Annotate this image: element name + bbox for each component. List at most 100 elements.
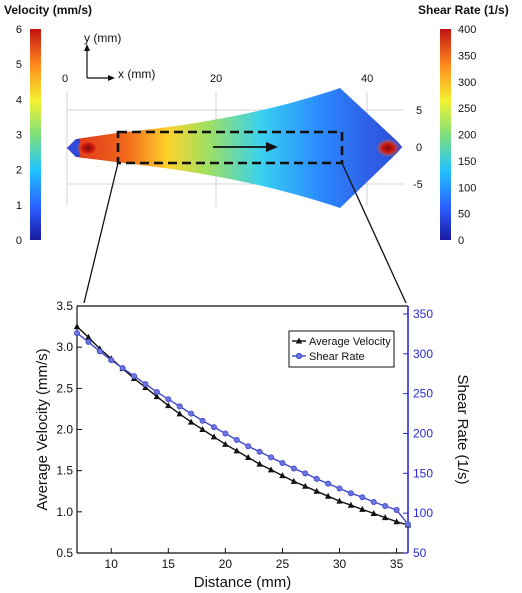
y-right-tick-label: 150 xyxy=(413,466,433,480)
velocity-point xyxy=(245,453,252,460)
velocity-point xyxy=(73,323,81,330)
velocity-point xyxy=(256,460,263,467)
shear-point xyxy=(85,338,92,345)
velocity-point xyxy=(187,418,195,425)
velocity-point xyxy=(176,410,183,417)
velocity-point xyxy=(370,509,377,516)
x-tick-label: 10 xyxy=(105,557,119,571)
shear-colorbar-title: Shear Rate (1/s) xyxy=(418,3,509,17)
shear-point xyxy=(222,430,229,437)
top-x-tick-20: 20 xyxy=(210,73,222,85)
y-right-tick-label: 50 xyxy=(413,546,427,560)
velocity-point xyxy=(336,497,343,504)
velocity-point xyxy=(359,505,366,512)
shear-point xyxy=(302,470,309,477)
shear-point xyxy=(233,436,240,443)
velocity-point xyxy=(267,466,275,473)
shear-colorbar xyxy=(440,29,451,240)
shear-point xyxy=(404,521,411,528)
y-right-tick-label: 100 xyxy=(413,506,433,520)
x-tick-label: 35 xyxy=(390,557,404,571)
shear-colorbar-tick: 100 xyxy=(458,182,476,194)
shear-point xyxy=(165,396,172,403)
velocity-colorbar-ticks: 0 1 2 3 4 5 6 xyxy=(16,24,22,247)
velocity-point xyxy=(165,402,172,409)
shear-point xyxy=(119,365,126,372)
axes-legend: y (mm) x (mm) xyxy=(84,31,155,81)
shear-point xyxy=(142,381,149,388)
shear-colorbar-tick: 250 xyxy=(458,103,476,115)
shear-point xyxy=(131,373,138,380)
shear-point xyxy=(336,485,343,492)
y-left-tick-label: 3.5 xyxy=(56,299,73,313)
velocity-point xyxy=(199,426,206,432)
velocity-colorbar-tick: 3 xyxy=(16,130,22,142)
shear-point xyxy=(199,417,206,424)
y-right-tick-label: 300 xyxy=(413,347,433,361)
x-tick-label: 15 xyxy=(162,557,176,571)
y-left-tick-label: 0.5 xyxy=(56,546,73,560)
y-right-tick-label: 200 xyxy=(413,426,433,440)
shear-point xyxy=(96,348,103,355)
y-axis-label-right: Shear Rate (1/s) xyxy=(454,374,471,484)
shear-point xyxy=(153,389,160,396)
velocity-colorbar-tick: 1 xyxy=(16,200,22,212)
velocity-point xyxy=(210,433,218,440)
top-y-tick-0: 0 xyxy=(416,142,422,154)
shear-colorbar-tick: 300 xyxy=(458,77,476,89)
shear-point xyxy=(382,502,389,509)
y-left-tick-label: 3.0 xyxy=(56,340,73,354)
velocity-colorbar-tick: 2 xyxy=(16,165,22,177)
velocity-colorbar-title: Velocity (mm/s) xyxy=(4,3,92,17)
flow-arrow-head xyxy=(266,142,278,152)
legend-box xyxy=(288,330,395,368)
x-axis-indicator-label: x (mm) xyxy=(118,67,155,81)
shear-point xyxy=(359,494,366,501)
velocity-colorbar-tick: 5 xyxy=(16,59,22,71)
y-right-tick-label: 350 xyxy=(413,307,433,321)
x-tick-label: 25 xyxy=(276,557,290,571)
shear-point xyxy=(313,475,320,482)
y-left-tick-label: 2.0 xyxy=(56,423,73,437)
shear-point xyxy=(74,330,81,337)
velocity-point xyxy=(381,514,389,521)
velocity-point xyxy=(290,477,298,484)
shear-point xyxy=(290,465,297,472)
zoom-line-left xyxy=(83,162,119,304)
velocity-point xyxy=(393,518,400,525)
legend-velocity-label: Average Velocity xyxy=(309,336,391,348)
top-x-tick-0: 0 xyxy=(62,73,68,85)
shear-point xyxy=(370,499,377,506)
shear-point xyxy=(108,357,115,364)
shear-point xyxy=(347,490,354,497)
shear-colorbar-tick: 200 xyxy=(458,130,476,142)
y-right-tick-label: 250 xyxy=(413,387,433,401)
legend-shear-label: Shear Rate xyxy=(309,351,365,363)
y-axis-label-left: Average Velocity (mm/s) xyxy=(34,348,51,510)
x-axis-label: Distance (mm) xyxy=(194,574,292,591)
velocity-point xyxy=(85,333,92,340)
shear-point xyxy=(325,480,332,487)
legend-shear-marker xyxy=(295,352,303,360)
velocity-colorbar-tick: 0 xyxy=(16,235,22,247)
velocity-point xyxy=(324,492,332,499)
legend: Average Velocity Shear Rate xyxy=(288,330,395,368)
shear-colorbar-tick: 350 xyxy=(458,50,476,62)
velocity-point xyxy=(153,393,161,400)
zoom-line-right xyxy=(341,162,407,304)
shear-point xyxy=(393,506,400,513)
selection-box xyxy=(116,130,344,165)
velocity-point xyxy=(347,501,355,508)
shear-colorbar-tick: 50 xyxy=(458,209,470,221)
shear-point xyxy=(279,459,286,466)
y-axis-indicator-label: y (mm) xyxy=(84,31,121,45)
shear-point xyxy=(245,443,252,450)
shear-colorbar-tick: 400 xyxy=(458,24,476,36)
shear-colorbar-tick: 0 xyxy=(458,235,464,247)
bottom-chart: 10 15 20 25 30 35 0.5 1.0 1.5 2.0 2.5 3.0 3.5 50 100 15… xyxy=(34,299,471,591)
legend-velocity-marker xyxy=(295,337,303,344)
top-x-tick-40: 40 xyxy=(361,73,373,85)
shear-colorbar-ticks: 0 50 100 150 200 250 300 350 400 xyxy=(458,24,476,247)
velocity-colorbar xyxy=(30,29,41,240)
